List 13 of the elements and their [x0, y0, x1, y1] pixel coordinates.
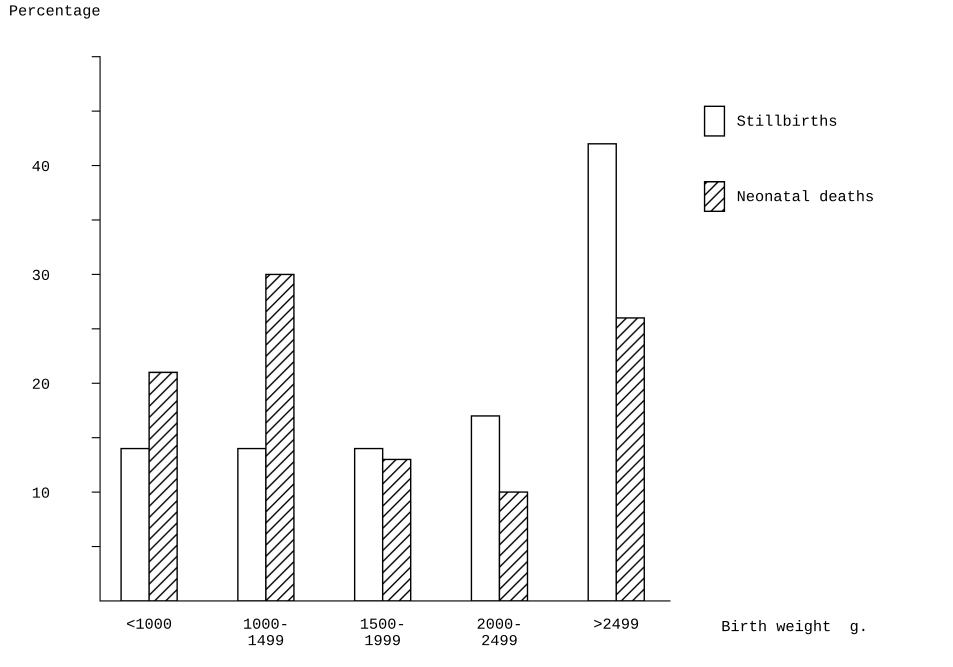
x-tick-label: >2499 [594, 618, 638, 629]
x-axis-title: Birth weight g. [722, 620, 864, 634]
legend-label: Neonatal deaths [738, 190, 873, 202]
y-tick-label: 30 [32, 270, 50, 280]
y-axis-title: Percentage [10, 5, 100, 19]
y-tick-label: 10 [32, 487, 50, 498]
x-tick-label: <1000 [127, 618, 172, 629]
legend-label: Stillbirths [737, 114, 836, 126]
x-tick-label: 1000- 1499 [244, 618, 286, 646]
y-tick-label: 20 [32, 378, 50, 389]
y-tick-label: 40 [32, 160, 50, 172]
x-tick-label: 2000- 2499 [478, 618, 520, 646]
x-tick-label: 1500- 1999 [360, 618, 404, 646]
